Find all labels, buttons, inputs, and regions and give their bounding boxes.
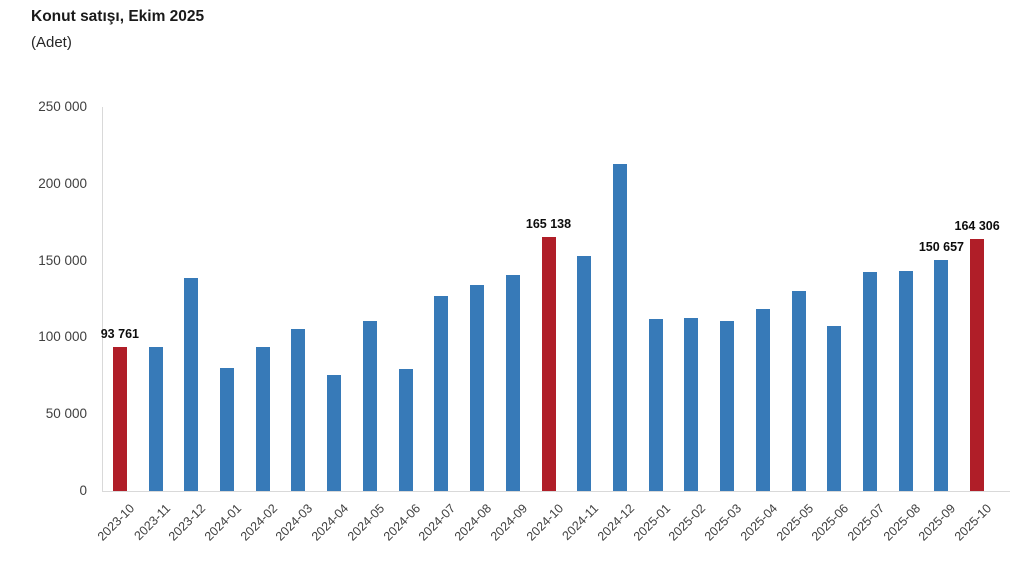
bar-2024-07[interactable] <box>434 295 449 491</box>
bar-2025-08[interactable] <box>898 270 913 491</box>
bar-2023-12[interactable] <box>184 278 199 491</box>
data-label-2023-10: 93 761 <box>100 326 139 341</box>
bar-2023-10[interactable] <box>112 346 127 491</box>
bar-2024-10[interactable] <box>541 237 556 491</box>
data-label-2024-10: 165 138 <box>525 217 572 232</box>
y-tick-label-150000: 150 000 <box>38 252 87 268</box>
bar-2025-09[interactable] <box>934 259 949 491</box>
y-tick-label-50000: 50 000 <box>45 406 87 422</box>
chart-title: Konut satışı, Ekim 2025 <box>31 8 205 25</box>
bar-2025-06[interactable] <box>827 325 842 491</box>
bar-2025-01[interactable] <box>648 318 663 491</box>
bar-2025-03[interactable] <box>720 320 735 491</box>
bar-2024-01[interactable] <box>220 367 235 491</box>
y-tick-label-250000: 250 000 <box>38 99 87 114</box>
bar-2024-06[interactable] <box>398 369 413 491</box>
data-label-2025-10: 164 306 <box>954 218 1000 233</box>
x-axis-baseline <box>102 491 1010 492</box>
bar-2024-05[interactable] <box>362 321 377 491</box>
bar-2025-10[interactable] <box>970 238 985 491</box>
y-tick-label-200000: 200 000 <box>38 175 87 191</box>
bar-2024-11[interactable] <box>577 255 592 491</box>
y-tick-label-0: 0 <box>79 483 87 498</box>
bar-2025-04[interactable] <box>755 309 770 491</box>
y-tick-label-100000: 100 000 <box>38 329 87 345</box>
bar-2024-09[interactable] <box>505 274 520 491</box>
bar-2024-08[interactable] <box>470 284 485 491</box>
bar-2024-02[interactable] <box>255 346 270 491</box>
bar-2025-02[interactable] <box>684 317 699 491</box>
chart-unit-label: (Adet) <box>31 34 72 51</box>
bar-2023-11[interactable] <box>148 347 163 491</box>
bar-2024-03[interactable] <box>291 328 306 491</box>
bar-2025-07[interactable] <box>862 271 877 491</box>
y-axis-line <box>102 107 103 491</box>
bar-2024-12[interactable] <box>612 164 627 491</box>
data-label-2025-09: 150 657 <box>918 239 964 254</box>
bar-2024-04[interactable] <box>327 374 342 491</box>
bar-2025-05[interactable] <box>791 291 806 491</box>
